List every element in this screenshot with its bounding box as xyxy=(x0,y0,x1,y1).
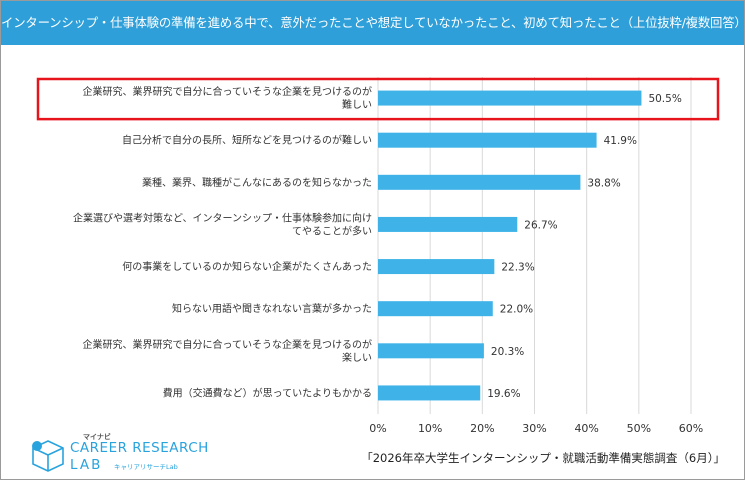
bar xyxy=(378,259,495,275)
value-label: 38.8% xyxy=(587,177,620,189)
category-label: 業種、業界、職種がこんなにあるのを知らなかった xyxy=(142,176,372,189)
source-note: 「2026年卒大学生インターンシップ・就職活動準備実態調査（6月）」 xyxy=(361,451,725,465)
x-tick-label: 40% xyxy=(574,422,598,435)
cube-logo-icon xyxy=(32,440,64,472)
category-label: 自己分析で自分の長所、短所などを見つけるのが難しい xyxy=(122,134,372,147)
highlight-box xyxy=(36,77,720,121)
value-label: 22.0% xyxy=(500,304,533,316)
value-label: 50.5% xyxy=(648,93,681,105)
category-label: 企業選びや選考対策など、インターンシップ・仕事体験参加に向けてやることが多い xyxy=(73,211,372,237)
logo-main-text: CAREER RESEARCH xyxy=(70,440,209,456)
x-tick-label: 60% xyxy=(679,422,703,435)
bar xyxy=(378,343,484,359)
category-label: 費用（交通費など）が思っていたよりもかかる xyxy=(163,386,372,399)
value-label: 19.6% xyxy=(487,388,520,400)
bar xyxy=(378,174,581,190)
category-label: 何の事業をしているのか知らない企業がたくさんあった xyxy=(122,260,372,273)
category-label: 企業研究、業界研究で自分に合っていそうな企業を見つけるのが楽しい xyxy=(83,338,373,364)
x-tick-label: 30% xyxy=(522,422,546,435)
value-label: 22.3% xyxy=(501,262,534,274)
x-tick-label: 0% xyxy=(369,422,386,435)
logo-brand: マイナビ xyxy=(83,433,111,441)
bar xyxy=(378,216,518,232)
category-label: 知らない用語や聞きなれない言葉が多かった xyxy=(172,302,372,315)
x-tick-label: 20% xyxy=(470,422,494,435)
logo-sub-text: キャリアリサーチLab xyxy=(114,463,178,471)
bar xyxy=(378,132,597,148)
x-tick-label: 50% xyxy=(627,422,651,435)
value-label: 41.9% xyxy=(604,135,637,147)
bar xyxy=(378,385,481,401)
chart-title: インターンシップ・仕事体験の準備を進める中で、意外だったことや想定していなかった… xyxy=(1,1,744,45)
bar xyxy=(378,301,493,317)
x-tick-label: 10% xyxy=(418,422,442,435)
value-label: 26.7% xyxy=(524,219,557,231)
career-research-lab-logo: マイナビ CAREER RESEARCH LAB キャリアリサーチLab xyxy=(28,432,228,478)
value-label: 20.3% xyxy=(491,346,524,358)
category-label: 企業研究、業界研究で自分に合っていそうな企業を見つけるのが難しい xyxy=(83,85,373,111)
logo-lab-text: LAB xyxy=(70,457,103,473)
bar xyxy=(378,90,642,106)
